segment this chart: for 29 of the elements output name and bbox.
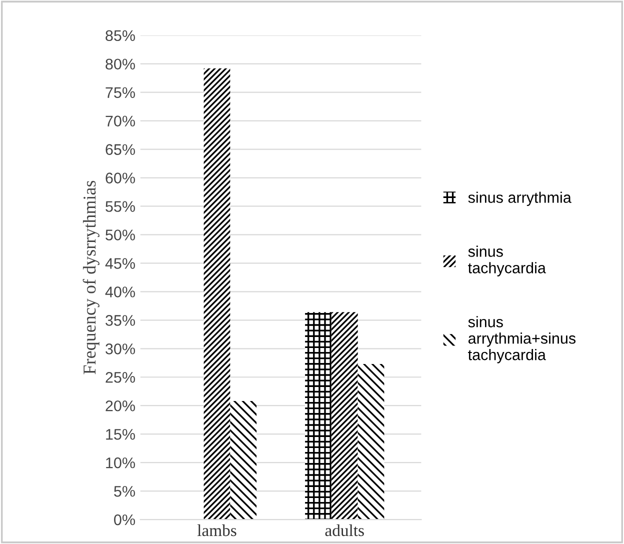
- y-tick-label: 20%: [106, 400, 135, 412]
- bar: [358, 364, 384, 520]
- x-tick-label: adults: [325, 524, 364, 536]
- y-tick-label: 5%: [114, 486, 135, 497]
- y-tick-label: 45%: [105, 258, 135, 269]
- y-tick-label: 55%: [106, 201, 135, 212]
- y-tick-label: 65%: [106, 144, 135, 155]
- x-tick-label: lambs: [197, 524, 236, 536]
- legend-label: sinus arrythmia: [468, 192, 572, 206]
- legend-label: sinus tachycardia: [468, 246, 546, 276]
- y-tick-label: 75%: [106, 87, 135, 98]
- y-tick-label: 25%: [106, 372, 135, 383]
- y-tick-label: 10%: [106, 457, 135, 468]
- y-axis-title: Frequency of dysrrythmias: [82, 180, 100, 374]
- bar: [305, 312, 332, 520]
- bar: [331, 312, 358, 520]
- bar: [204, 68, 230, 520]
- y-tick-label: 15%: [106, 429, 135, 440]
- y-tick-label: 0%: [114, 514, 135, 526]
- y-tick-label: 70%: [106, 116, 135, 126]
- y-tick-label: 60%: [106, 172, 135, 184]
- y-tick-label: 50%: [106, 230, 135, 240]
- y-tick-label: 35%: [106, 315, 135, 326]
- y-tick-label: 30%: [106, 344, 135, 354]
- y-tick-label: 85%: [106, 30, 135, 42]
- legend-label: sinus arrythmia+sinus tachycardia: [468, 316, 576, 364]
- bar: [230, 401, 257, 520]
- y-tick-label: 40%: [105, 286, 135, 298]
- y-tick-label: 80%: [106, 58, 135, 70]
